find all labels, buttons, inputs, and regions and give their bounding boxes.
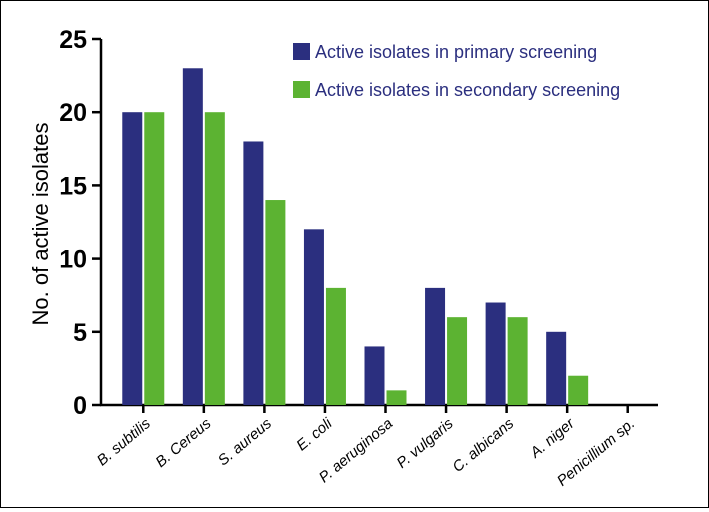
bar-primary [546, 331, 567, 405]
y-tick-label: 10 [59, 246, 87, 274]
bars [122, 68, 589, 406]
y-tick-label: 25 [59, 26, 87, 54]
legend-swatch [293, 43, 310, 60]
x-tick-label: P. vulgaris [394, 415, 457, 472]
y-axis-title: No. of active isolates [28, 123, 53, 326]
bar-primary [182, 68, 203, 405]
x-tick-label: B. Cereus [152, 415, 214, 471]
bar-secondary [447, 317, 468, 405]
bar-secondary [325, 287, 346, 405]
bar-primary [303, 229, 324, 405]
bar-primary [425, 287, 446, 405]
bar-secondary [568, 375, 589, 405]
bar-secondary [507, 317, 528, 405]
bar-primary [364, 346, 385, 405]
y-axis-ticks: 0 5 10 15 20 25 [59, 26, 101, 420]
bar-secondary [144, 112, 165, 405]
bar-primary [243, 141, 264, 406]
y-tick-label: 15 [59, 172, 87, 200]
legend-label: Active isolates in secondary screening [315, 80, 620, 100]
bar-secondary [265, 200, 286, 405]
legend-label: Active isolates in primary screening [315, 42, 597, 62]
y-tick-label: 20 [59, 99, 87, 127]
y-tick-label: 0 [73, 392, 87, 420]
y-tick-label: 5 [73, 319, 87, 347]
x-tick-label: B. subtilis [94, 415, 154, 470]
bar-secondary [204, 112, 225, 405]
x-tick-label: A. niger [526, 414, 578, 462]
legend-swatch [293, 81, 310, 98]
x-tick-label: E. coli [293, 415, 336, 455]
bar-primary [122, 112, 143, 405]
x-tick-label: C. albicans [449, 415, 517, 476]
legend: Active isolates in primary screening Acti… [293, 42, 620, 100]
x-tick-label: S. aureus [215, 415, 275, 470]
bar-primary [485, 302, 506, 405]
bar-secondary [386, 390, 407, 405]
